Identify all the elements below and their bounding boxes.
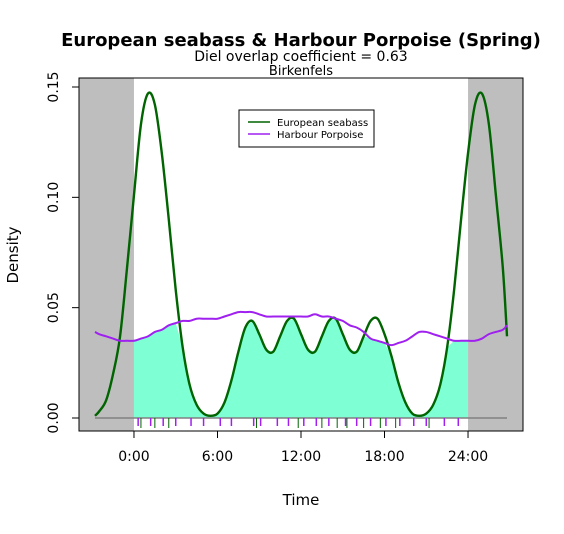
x-tick-label: 6:00 (202, 449, 233, 465)
x-tick-label: 24:00 (448, 449, 488, 465)
shaded-region-1 (468, 78, 523, 431)
y-tick-label: 0.10 (46, 182, 62, 213)
y-tick-label: 0.05 (46, 292, 62, 323)
x-axis-label: Time (282, 491, 320, 509)
series-line-1 (94, 310, 508, 347)
chart-subtitle: Diel overlap coefficient = 0.63 (194, 49, 407, 65)
chart-site-label: Birkenfels (269, 64, 333, 79)
legend-label-seabass: European seabass (277, 118, 368, 129)
legend: European seabass Harbour Porpoise (238, 109, 375, 148)
y-tick-label: 0.15 (46, 71, 62, 102)
legend-box (238, 109, 375, 148)
y-tick-label: 0.00 (46, 402, 62, 433)
legend-label-porpoise: Harbour Porpoise (277, 130, 363, 141)
series-line-0 (94, 91, 509, 417)
y-axis: 0.00 0.05 0.10 0.15 (46, 71, 79, 434)
series-lines (94, 91, 509, 417)
chart-title: European seabass & Harbour Porpoise (Spr… (61, 30, 541, 51)
x-axis: 0:00 6:00 12:00 18:00 24:00 (118, 431, 488, 465)
x-tick-label: 0:00 (118, 449, 149, 465)
y-axis-label: Density (4, 226, 22, 283)
shaded-region-0 (79, 78, 134, 431)
rug-marks (137, 418, 460, 428)
night-shading (79, 78, 523, 431)
x-tick-label: 12:00 (281, 449, 321, 465)
x-tick-label: 18:00 (364, 449, 404, 465)
